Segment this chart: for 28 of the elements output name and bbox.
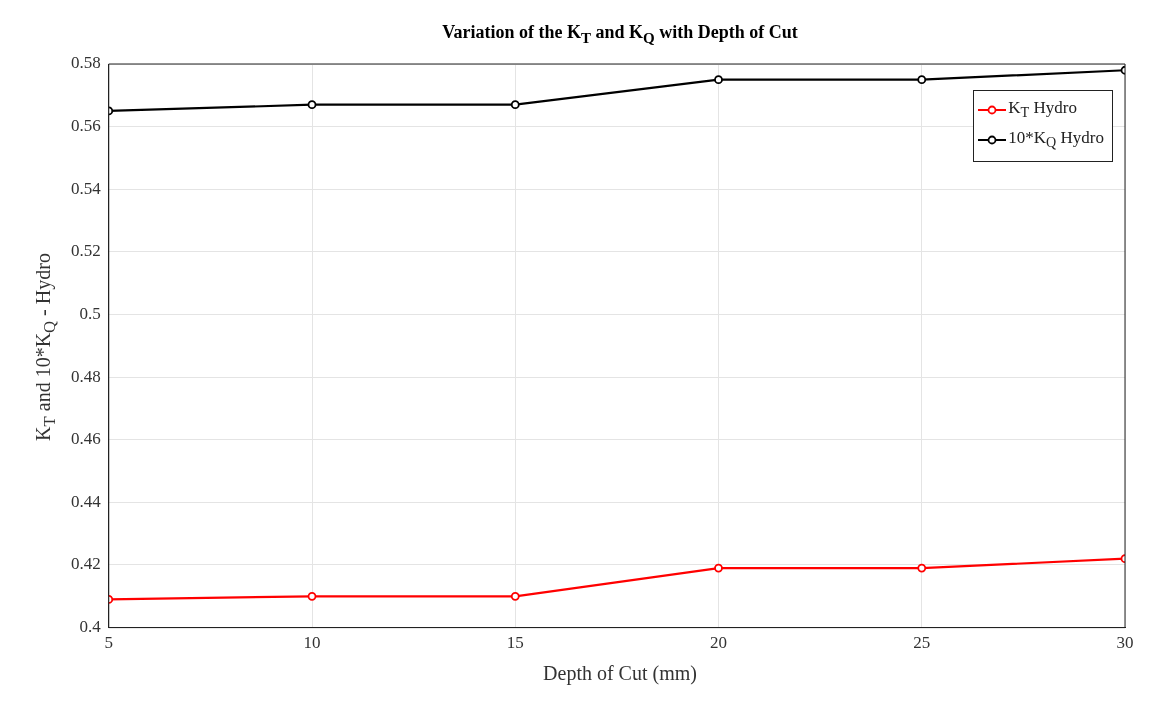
y-tick-label: 0.4 xyxy=(79,617,102,637)
point xyxy=(510,591,520,601)
y-tick-label: 0.48 xyxy=(71,366,101,386)
chart-title: Variation of the K$_{T}$ and K$_{Q}$ with Depth of Cut xyxy=(441,22,799,47)
x-tick-label: 25 xyxy=(913,633,931,653)
point xyxy=(307,591,317,601)
y-tick-label: 0.56 xyxy=(71,116,101,136)
legend-label: K$_{T}$ Hydro xyxy=(1008,98,1077,122)
x-tick-label: 15 xyxy=(506,633,524,653)
legend-label: 10*K$_{Q}$ Hydro xyxy=(1008,128,1104,152)
y-tick-label: 0.44 xyxy=(71,491,102,511)
point xyxy=(917,75,927,85)
x-axis-title: Depth of Cut (mm) xyxy=(542,662,698,685)
x-tick-label: 30 xyxy=(1116,633,1134,653)
x-tick-label: 10 xyxy=(303,633,321,653)
x-tick-label: 5 xyxy=(104,633,113,653)
y-tick-label: 0.52 xyxy=(71,241,101,261)
y-tick-label: 0.5 xyxy=(79,303,101,323)
y-tick-label: 0.58 xyxy=(71,53,101,73)
point xyxy=(714,75,723,85)
x-tick-label: 20 xyxy=(710,633,727,653)
y-tick-label: 0.46 xyxy=(71,429,101,449)
point xyxy=(917,563,927,573)
point xyxy=(510,100,520,110)
y-tick-label: 0.54 xyxy=(71,178,102,198)
point xyxy=(307,100,317,110)
point xyxy=(714,563,723,573)
y-tick-label: 0.42 xyxy=(71,554,101,574)
